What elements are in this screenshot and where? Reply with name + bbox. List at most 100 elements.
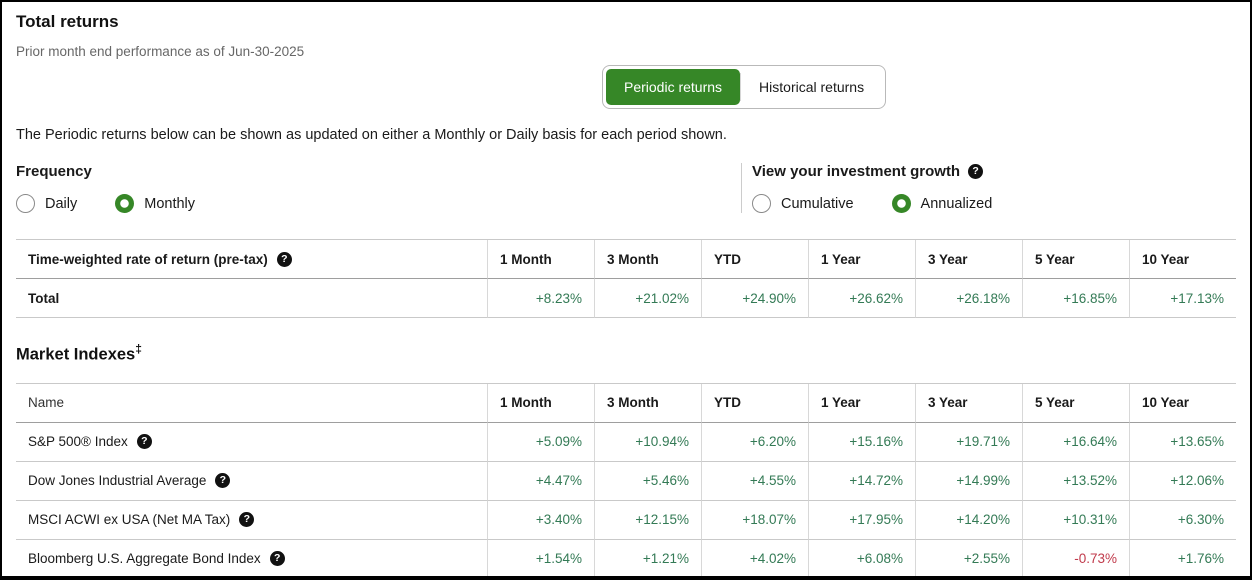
col-header: 3 Month <box>594 240 701 279</box>
return-value: +5.46% <box>594 461 701 501</box>
tab-historical-returns[interactable]: Historical returns <box>741 69 883 105</box>
radio-cumulative-unchecked[interactable] <box>752 194 771 213</box>
radio-monthly-label: Monthly <box>144 195 196 212</box>
returns-view-toggle: Periodic returns Historical returns <box>602 65 887 109</box>
return-value: +6.08% <box>808 539 915 576</box>
as-of-date-text: Prior month end performance as of Jun-30… <box>16 44 305 59</box>
tab-periodic-returns[interactable]: Periodic returns <box>606 69 741 105</box>
col-header: 10 Year <box>1129 383 1236 423</box>
return-value: +14.72% <box>808 461 915 501</box>
return-value: +15.16% <box>808 422 915 462</box>
table-label-header: Time-weighted rate of return (pre-tax)? <box>16 240 487 279</box>
table-label-header: Name <box>16 383 487 423</box>
help-icon[interactable]: ? <box>239 512 255 527</box>
col-header: 5 Year <box>1022 383 1129 423</box>
return-value: +10.94% <box>594 422 701 462</box>
radio-annualized-label: Annualized <box>920 195 993 212</box>
return-value: +13.65% <box>1129 422 1236 462</box>
return-value: +4.55% <box>701 461 808 501</box>
radio-cumulative-label: Cumulative <box>781 195 854 212</box>
col-header: YTD <box>701 240 808 279</box>
row-name-text: MSCI ACWI ex USA (Net MA Tax) <box>28 512 231 527</box>
frequency-radio-group: Daily Monthly <box>16 194 741 213</box>
row-name-text: Dow Jones Industrial Average <box>28 473 207 488</box>
help-icon[interactable]: ? <box>136 434 152 449</box>
col-header: 1 Month <box>487 383 594 423</box>
row-name-text: Total <box>28 290 60 306</box>
return-value: +16.85% <box>1022 279 1129 318</box>
radio-monthly-checked[interactable] <box>115 194 135 213</box>
col-header: 10 Year <box>1129 240 1236 279</box>
return-value: +12.15% <box>594 500 701 540</box>
return-value: +26.18% <box>915 279 1022 318</box>
return-value: +6.20% <box>701 422 808 462</box>
frequency-label: Frequency <box>16 163 92 180</box>
return-value: +14.20% <box>915 500 1022 540</box>
help-icon[interactable]: ? <box>968 164 984 179</box>
investment-growth-label: View your investment growth <box>752 163 961 180</box>
return-value: +21.02% <box>594 279 701 318</box>
radio-option-annualized[interactable]: Annualized <box>891 194 993 213</box>
help-icon[interactable]: ? <box>276 251 292 267</box>
table-label-header-text: Name <box>28 395 65 410</box>
tab-divider <box>740 73 742 101</box>
row-name-cell: Bloomberg U.S. Aggregate Bond Index? <box>16 539 487 576</box>
radio-option-daily[interactable]: Daily <box>16 194 77 213</box>
return-value: +17.13% <box>1129 279 1236 318</box>
return-value: +24.90% <box>701 279 808 318</box>
frequency-section: Frequency Daily Monthly <box>16 163 741 213</box>
return-value: +4.47% <box>487 461 594 501</box>
return-value: +6.30% <box>1129 500 1236 540</box>
row-name-cell: Dow Jones Industrial Average? <box>16 461 487 501</box>
return-value: +4.02% <box>701 539 808 576</box>
return-value: +8.23% <box>487 279 594 318</box>
investment-growth-section: View your investment growth ? Cumulative… <box>741 163 1236 213</box>
row-name-cell: MSCI ACWI ex USA (Net MA Tax)? <box>16 500 487 540</box>
radio-daily-unchecked[interactable] <box>16 194 35 213</box>
controls-section: Frequency Daily Monthly View your invest… <box>16 163 1236 213</box>
col-header: 3 Month <box>594 383 701 423</box>
return-value: +14.99% <box>915 461 1022 501</box>
col-header: 1 Year <box>808 240 915 279</box>
return-value: +3.40% <box>487 500 594 540</box>
return-value: +17.95% <box>808 500 915 540</box>
market-indexes-table: Name 1 Month 3 Month YTD 1 Year 3 Year 5 Year 1… <box>16 382 1236 576</box>
market-indexes-title-text: Market Indexes <box>16 345 136 364</box>
help-icon[interactable]: ? <box>269 551 285 566</box>
row-name-cell: S&P 500® Index? <box>16 422 487 462</box>
return-value: +5.09% <box>487 422 594 462</box>
return-value: +19.71% <box>915 422 1022 462</box>
return-value: +1.76% <box>1129 539 1236 576</box>
col-header: 3 Year <box>915 383 1022 423</box>
radio-daily-label: Daily <box>45 195 78 212</box>
return-value: +1.54% <box>487 539 594 576</box>
row-name-text: Bloomberg U.S. Aggregate Bond Index <box>28 551 261 566</box>
return-value: +26.62% <box>808 279 915 318</box>
page-title: Total returns <box>16 12 119 31</box>
radio-annualized-checked[interactable] <box>891 194 911 213</box>
growth-radio-group: Cumulative Annualized <box>752 194 1236 213</box>
periodic-returns-description: The Periodic returns below can be shown … <box>16 127 727 143</box>
row-name-text: S&P 500® Index <box>28 434 128 449</box>
return-value: +16.64% <box>1022 422 1129 462</box>
return-value: +18.07% <box>701 500 808 540</box>
return-value: +2.55% <box>915 539 1022 576</box>
return-value: +13.52% <box>1022 461 1129 501</box>
radio-option-monthly[interactable]: Monthly <box>115 194 195 213</box>
return-value: -0.73% <box>1022 539 1129 576</box>
col-header: 5 Year <box>1022 240 1129 279</box>
return-value: +10.31% <box>1022 500 1129 540</box>
return-value: +1.21% <box>594 539 701 576</box>
time-weighted-returns-table: Time-weighted rate of return (pre-tax)? 1… <box>16 239 1236 318</box>
double-dagger-footnote-marker: ‡ <box>135 342 142 356</box>
table-label-header-text: Time-weighted rate of return (pre-tax) <box>28 251 268 267</box>
col-header: YTD <box>701 383 808 423</box>
return-value: +12.06% <box>1129 461 1236 501</box>
col-header: 1 Month <box>487 240 594 279</box>
market-indexes-title: Market Indexes‡ <box>16 342 1236 365</box>
radio-option-cumulative[interactable]: Cumulative <box>752 194 854 213</box>
returns-tab-row: Periodic returns Historical returns <box>16 65 1236 111</box>
help-icon[interactable]: ? <box>215 473 231 488</box>
investment-growth-heading: View your investment growth ? <box>752 163 1236 180</box>
